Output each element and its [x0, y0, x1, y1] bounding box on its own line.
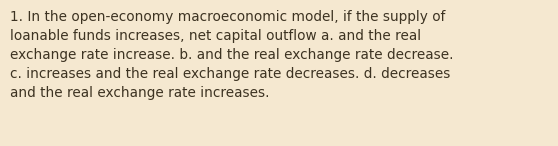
Text: 1. In the open-economy macroeconomic model, if the supply of
loanable funds incr: 1. In the open-economy macroeconomic mod…	[10, 10, 454, 100]
